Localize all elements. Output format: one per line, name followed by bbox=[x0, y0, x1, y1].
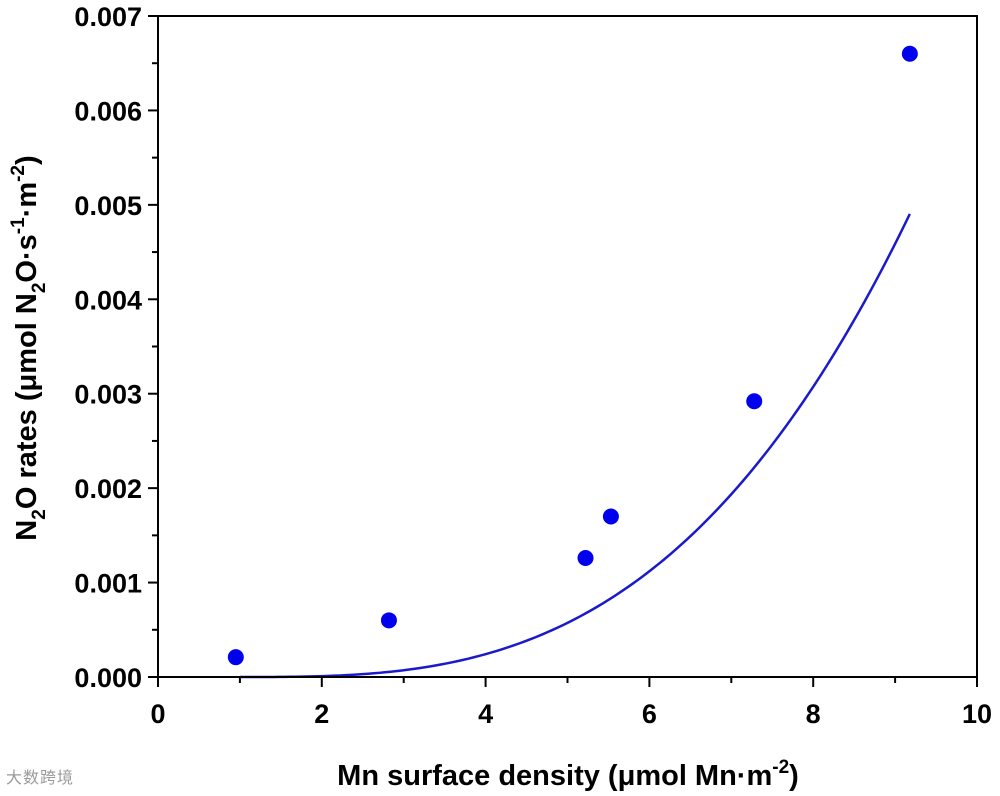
data-point bbox=[380, 612, 397, 629]
plot-frame bbox=[157, 15, 978, 678]
y-tick-label: 0.006 bbox=[74, 96, 142, 126]
y-tick-label: 0.001 bbox=[74, 569, 142, 599]
data-point bbox=[227, 649, 244, 666]
watermark: 大数跨境 bbox=[6, 768, 75, 787]
x-tick-label: 0 bbox=[150, 699, 165, 729]
y-axis-title: N2O rates (μmol N2O·s-1·m-2) bbox=[8, 155, 50, 540]
data-points bbox=[227, 45, 918, 666]
y-tick-label: 0.002 bbox=[74, 474, 142, 504]
x-tick-label: 10 bbox=[962, 699, 992, 729]
data-point bbox=[577, 550, 594, 567]
x-axis-title: Mn surface density (μmol Mn·m-2) bbox=[337, 757, 799, 792]
data-point bbox=[746, 393, 763, 410]
x-tick-label: 6 bbox=[642, 699, 657, 729]
data-point bbox=[901, 45, 918, 62]
x-tick-label: 8 bbox=[806, 699, 821, 729]
y-tick-label: 0.005 bbox=[74, 191, 142, 221]
y-tick-label: 0.003 bbox=[74, 380, 142, 410]
y-axis-ticks: 0.000 0.001 0.002 0.003 0.004 0.005 0.006 0.007 bbox=[74, 2, 158, 693]
y-tick-label: 0.000 bbox=[74, 663, 142, 693]
y-tick-label: 0.007 bbox=[74, 2, 142, 32]
x-tick-label: 2 bbox=[314, 699, 329, 729]
x-axis-ticks: 0 2 4 6 8 10 bbox=[150, 677, 992, 729]
y-tick-label: 0.004 bbox=[74, 285, 142, 315]
x-tick-label: 4 bbox=[478, 699, 493, 729]
data-point bbox=[602, 508, 619, 525]
fit-curve bbox=[239, 213, 911, 679]
